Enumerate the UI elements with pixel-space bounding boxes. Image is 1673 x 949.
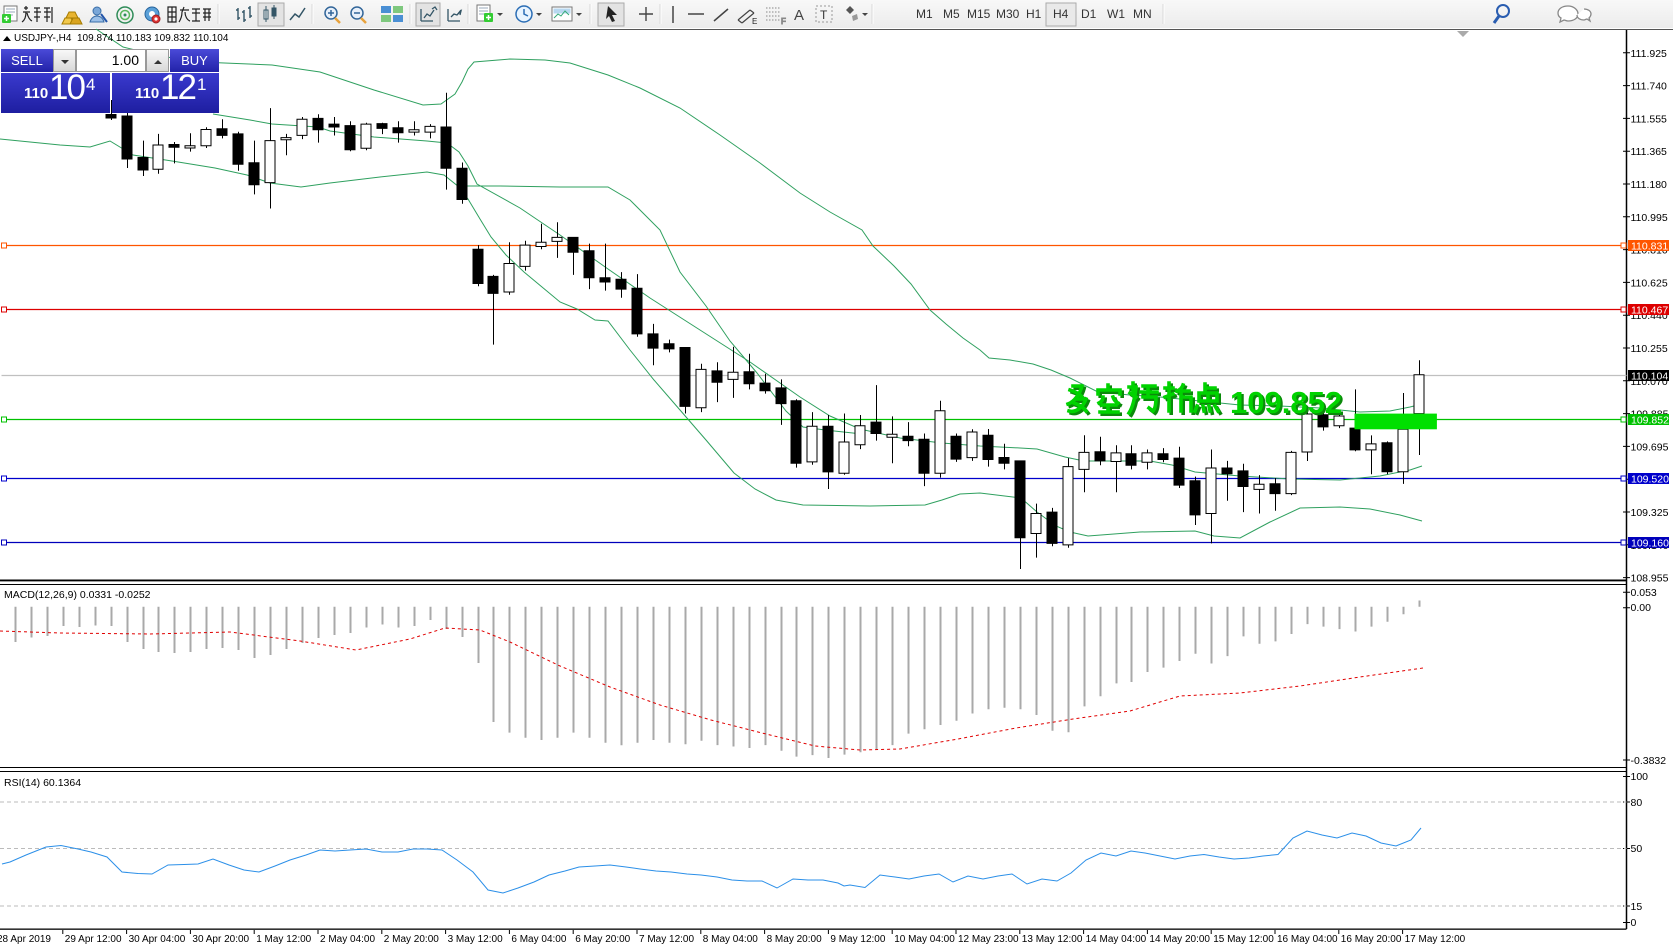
- svg-text:T: T: [820, 8, 828, 22]
- svg-text:D1: D1: [1081, 7, 1097, 21]
- svg-text:111.740: 111.740: [1631, 81, 1668, 93]
- svg-text:USDJPY-,H4 109.874 110.183 10: USDJPY-,H4 109.874 110.183 109.832 110.1…: [14, 33, 229, 44]
- svg-text:110.255: 110.255: [1631, 343, 1668, 355]
- svg-text:RSI(14) 60.1364: RSI(14) 60.1364: [4, 777, 81, 789]
- svg-text:109.160: 109.160: [1631, 538, 1669, 550]
- svg-text:0.00: 0.00: [1631, 602, 1652, 614]
- svg-text:50: 50: [1631, 843, 1643, 855]
- svg-text:110.995: 110.995: [1631, 212, 1668, 224]
- svg-text:28 Apr 2019: 28 Apr 2019: [0, 934, 51, 945]
- svg-text:8 May 20:00: 8 May 20:00: [767, 934, 822, 945]
- svg-text:0.053: 0.053: [1631, 587, 1657, 599]
- svg-text:111.925: 111.925: [1631, 48, 1668, 60]
- svg-text:16 May 04:00: 16 May 04:00: [1277, 934, 1338, 945]
- svg-text:6 May 20:00: 6 May 20:00: [575, 934, 630, 945]
- svg-text:8 May 04:00: 8 May 04:00: [703, 934, 758, 945]
- svg-text:110.467: 110.467: [1631, 305, 1668, 317]
- svg-text:M30: M30: [996, 7, 1020, 21]
- svg-text:M1: M1: [916, 7, 933, 21]
- svg-text:15 May 12:00: 15 May 12:00: [1213, 934, 1274, 945]
- svg-text:2 May 04:00: 2 May 04:00: [320, 934, 375, 945]
- svg-text:100: 100: [1631, 771, 1649, 783]
- svg-text:109.520: 109.520: [1631, 474, 1669, 486]
- svg-text:111.180: 111.180: [1631, 179, 1668, 191]
- svg-text:-0.3832: -0.3832: [1631, 755, 1667, 767]
- svg-text:M15: M15: [967, 7, 991, 21]
- svg-text:111.555: 111.555: [1631, 113, 1668, 125]
- svg-text:110.625: 110.625: [1631, 277, 1668, 289]
- svg-text:MN: MN: [1133, 7, 1152, 21]
- svg-text:109.852: 109.852: [1230, 385, 1342, 420]
- svg-text:109.695: 109.695: [1631, 441, 1669, 453]
- svg-text:109.325: 109.325: [1631, 507, 1669, 519]
- svg-text:14 May 20:00: 14 May 20:00: [1149, 934, 1210, 945]
- svg-text:109.852: 109.852: [1631, 415, 1669, 427]
- svg-text:13 May 12:00: 13 May 12:00: [1022, 934, 1083, 945]
- svg-text:80: 80: [1631, 797, 1643, 809]
- svg-text:110.104: 110.104: [1631, 371, 1668, 383]
- svg-text:30 Apr 04:00: 30 Apr 04:00: [129, 934, 186, 945]
- svg-text:0: 0: [1631, 917, 1637, 929]
- svg-text:30 Apr 20:00: 30 Apr 20:00: [192, 934, 249, 945]
- svg-text:111.365: 111.365: [1631, 146, 1668, 158]
- svg-text:MACD(12,26,9) 0.0331 -0.0252: MACD(12,26,9) 0.0331 -0.0252: [4, 589, 151, 601]
- svg-text:108.955: 108.955: [1631, 573, 1669, 585]
- svg-text:M5: M5: [943, 7, 960, 21]
- svg-text:6 May 04:00: 6 May 04:00: [511, 934, 566, 945]
- svg-text:2 May 20:00: 2 May 20:00: [384, 934, 439, 945]
- svg-text:109.852: 109.852: [1232, 387, 1344, 422]
- svg-text:110.831: 110.831: [1631, 241, 1668, 253]
- svg-text:7 May 12:00: 7 May 12:00: [639, 934, 694, 945]
- svg-text:H4: H4: [1053, 7, 1069, 21]
- svg-text:12 May 23:00: 12 May 23:00: [958, 934, 1019, 945]
- svg-text:10 May 04:00: 10 May 04:00: [894, 934, 955, 945]
- svg-text:A: A: [794, 7, 804, 24]
- svg-text:F: F: [781, 17, 786, 26]
- svg-text:16 May 20:00: 16 May 20:00: [1341, 934, 1402, 945]
- svg-text:29 Apr 12:00: 29 Apr 12:00: [65, 934, 122, 945]
- svg-text:W1: W1: [1107, 7, 1125, 21]
- svg-text:H1: H1: [1026, 7, 1042, 21]
- svg-text:1 May 12:00: 1 May 12:00: [256, 934, 311, 945]
- svg-text:15: 15: [1631, 901, 1643, 913]
- svg-text:E: E: [752, 17, 757, 26]
- svg-text:17 May 12:00: 17 May 12:00: [1405, 934, 1466, 945]
- svg-text:14 May 04:00: 14 May 04:00: [1086, 934, 1147, 945]
- svg-text:9 May 12:00: 9 May 12:00: [830, 934, 885, 945]
- svg-text:3 May 12:00: 3 May 12:00: [448, 934, 503, 945]
